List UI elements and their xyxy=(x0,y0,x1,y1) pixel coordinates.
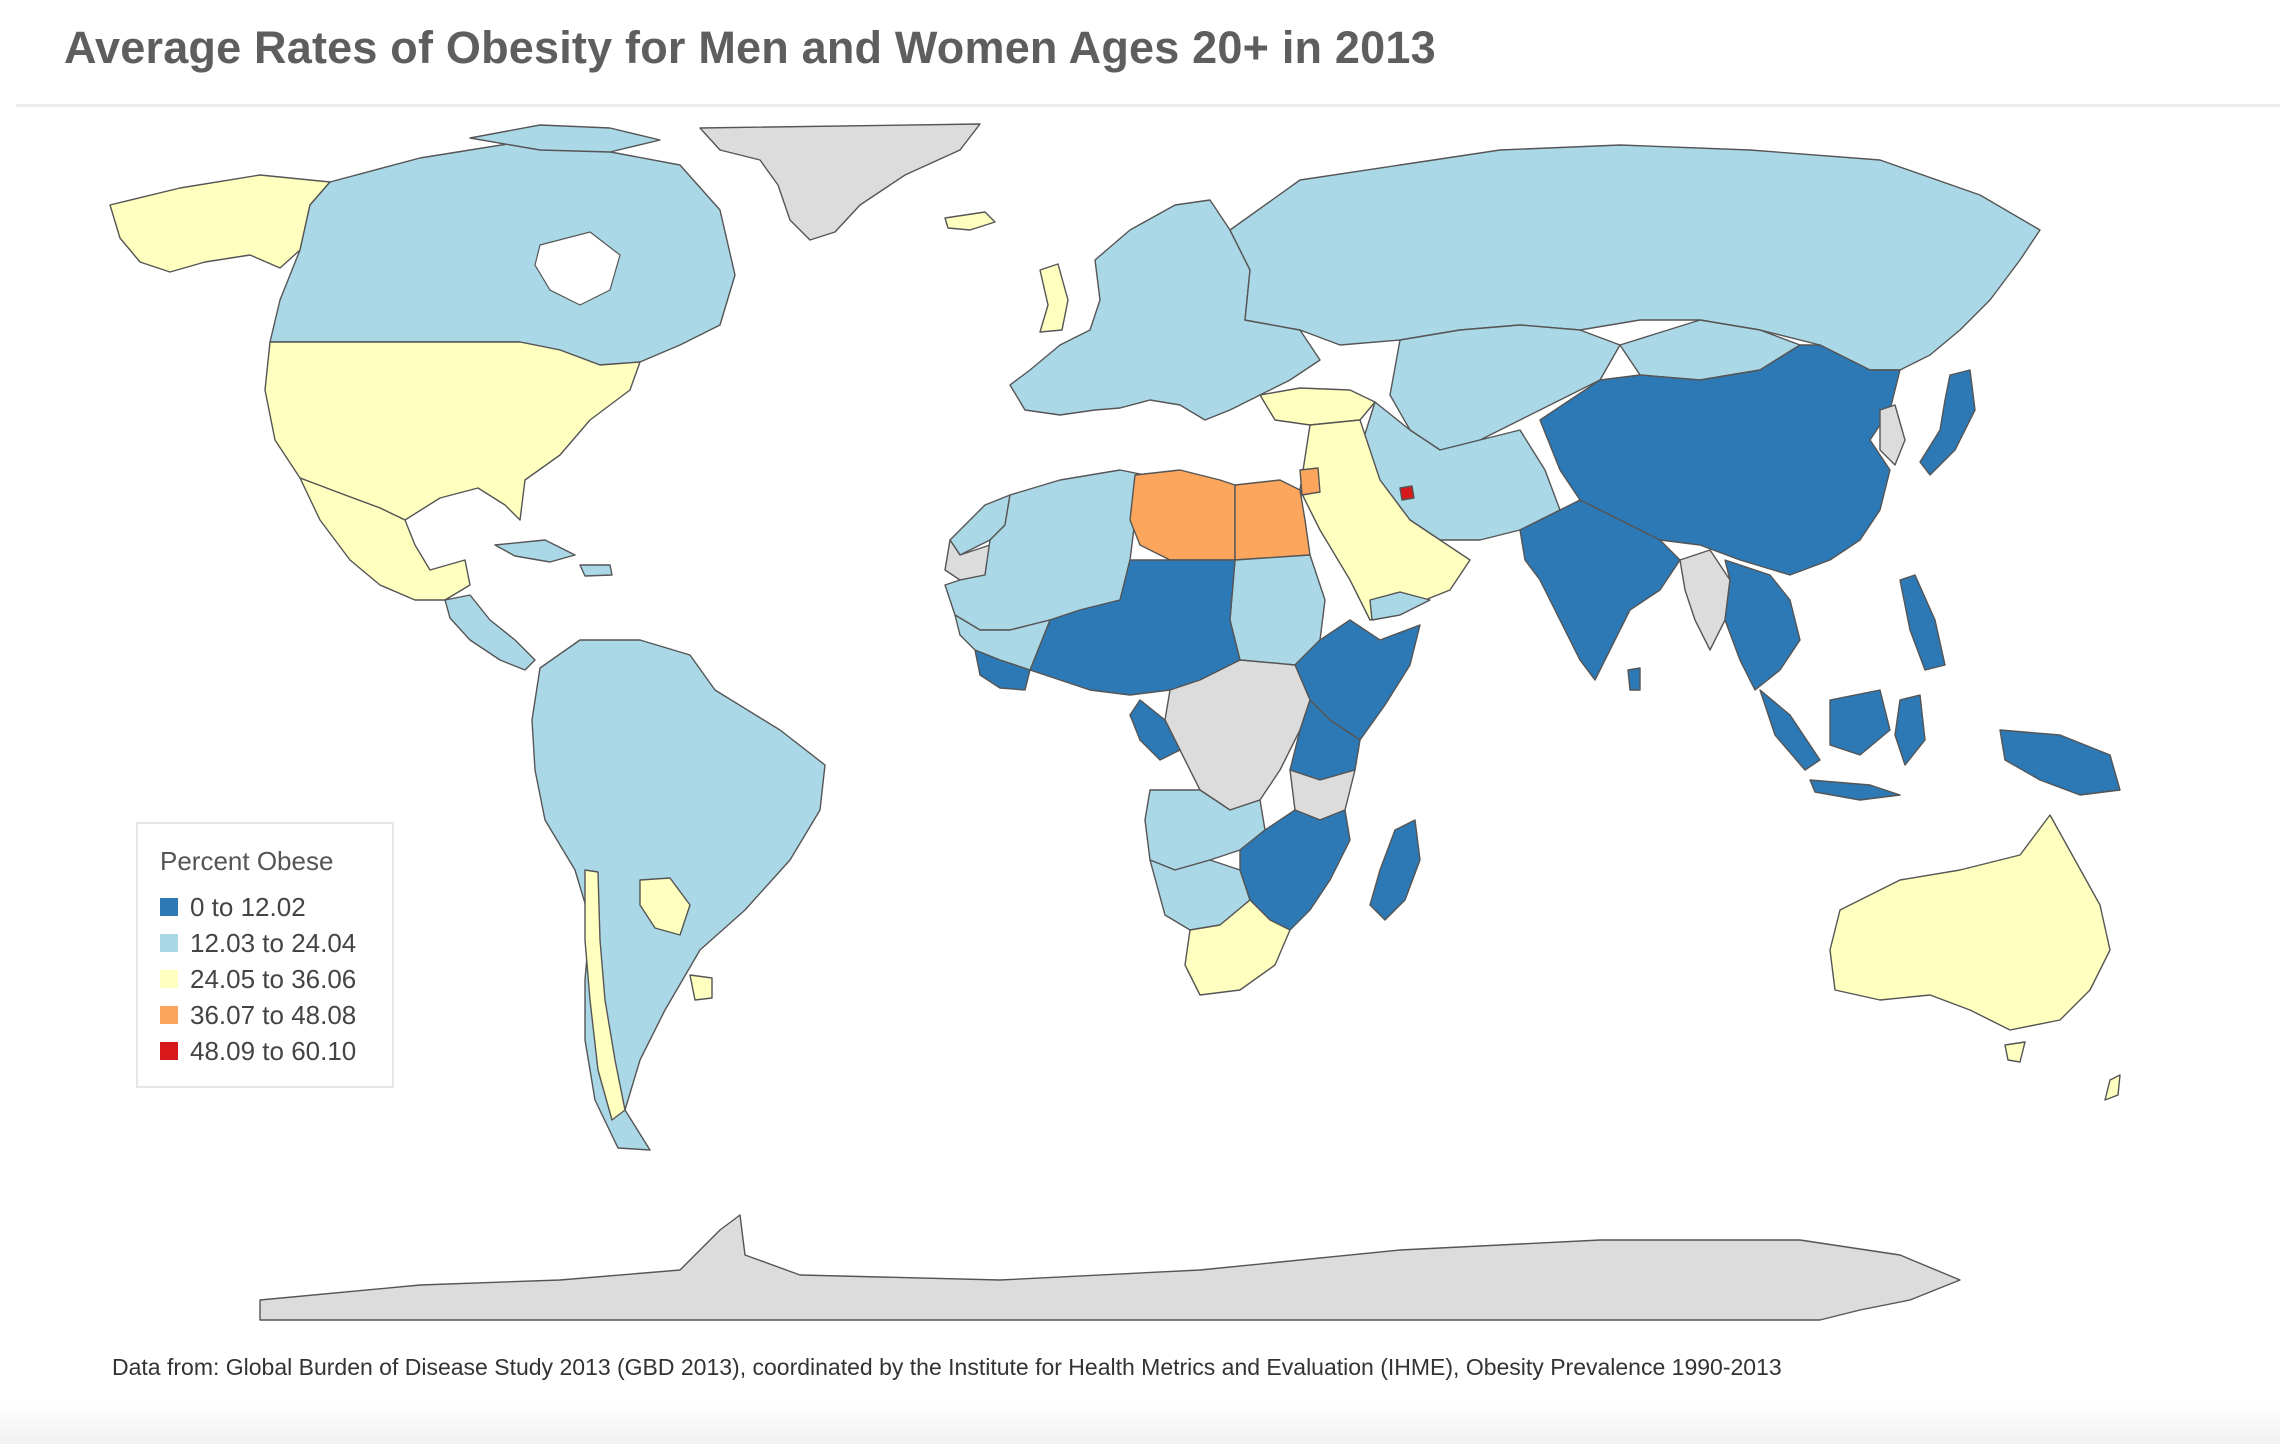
legend-label: 36.07 to 48.08 xyxy=(190,999,357,1030)
region-korea[interactable] xyxy=(1879,404,1906,466)
region-sumatra[interactable] xyxy=(1759,689,1821,771)
region-uruguay[interactable] xyxy=(689,974,713,1001)
legend-item[interactable]: 12.03 to 24.04 xyxy=(160,925,392,961)
legend-title: Percent Obese xyxy=(160,846,334,876)
region-arabian-peninsula[interactable] xyxy=(1299,419,1471,621)
region-india[interactable] xyxy=(1519,499,1681,681)
region-new-zealand[interactable] xyxy=(2104,1074,2121,1101)
region-myanmar[interactable] xyxy=(1679,549,1731,651)
region-antarctica[interactable] xyxy=(259,1214,1961,1321)
region-jordan[interactable] xyxy=(1299,467,1321,496)
legend-label: 12.03 to 24.04 xyxy=(190,927,357,958)
region-kuwait[interactable] xyxy=(1399,485,1415,501)
region-iceland[interactable] xyxy=(944,211,996,231)
legend-swatch xyxy=(160,1006,178,1024)
region-congo[interactable] xyxy=(1129,699,1181,761)
source-note: Data from: Global Burden of Disease Stud… xyxy=(112,1354,1782,1380)
legend-label: 0 to 12.02 xyxy=(190,891,306,922)
legend-item[interactable]: 0 to 12.02 xyxy=(160,889,392,925)
region-central-america[interactable] xyxy=(444,594,536,671)
legend-swatch xyxy=(160,934,178,952)
region-cuba[interactable] xyxy=(494,539,576,563)
footer-band xyxy=(0,1404,2280,1444)
region-hispaniola[interactable] xyxy=(579,564,613,577)
legend-label: 24.05 to 36.06 xyxy=(190,963,357,994)
region-yemen[interactable] xyxy=(1369,591,1431,621)
region-madagascar[interactable] xyxy=(1369,819,1421,921)
legend-label: 48.09 to 60.10 xyxy=(190,1035,357,1066)
region-canada[interactable] xyxy=(269,141,736,366)
page-title: Average Rates of Obesity for Men and Wom… xyxy=(64,22,1436,73)
region-java[interactable] xyxy=(1809,779,1901,801)
hudson-bay xyxy=(534,231,621,306)
region-tasmania[interactable] xyxy=(2004,1041,2026,1063)
region-libya[interactable] xyxy=(1129,469,1236,561)
region-west-africa-coast[interactable] xyxy=(954,614,1051,671)
region-borneo[interactable] xyxy=(1829,689,1891,756)
region-egypt[interactable] xyxy=(1234,479,1311,561)
region-guinea-coast[interactable] xyxy=(974,649,1031,691)
region-greenland[interactable] xyxy=(699,123,981,241)
region-mexico[interactable] xyxy=(299,477,471,601)
region-japan[interactable] xyxy=(1919,369,1976,476)
region-united-kingdom[interactable] xyxy=(1039,263,1069,333)
region-arctic-islands[interactable] xyxy=(469,124,661,153)
legend-item[interactable]: 24.05 to 36.06 xyxy=(160,961,392,997)
region-australia[interactable] xyxy=(1829,814,2111,1031)
region-chile[interactable] xyxy=(584,869,626,1121)
title-divider xyxy=(16,104,2280,107)
region-indochina[interactable] xyxy=(1724,559,1801,691)
legend-item[interactable]: 36.07 to 48.08 xyxy=(160,997,392,1033)
region-sri-lanka[interactable] xyxy=(1627,667,1641,691)
region-south-africa[interactable] xyxy=(1184,899,1291,996)
region-paraguay[interactable] xyxy=(639,877,691,936)
region-philippines[interactable] xyxy=(1899,574,1946,671)
legend-item[interactable]: 48.09 to 60.10 xyxy=(160,1033,392,1069)
region-russia[interactable] xyxy=(1229,144,2041,371)
legend-swatch xyxy=(160,970,178,988)
region-turkey[interactable] xyxy=(1259,387,1376,426)
legend-swatch xyxy=(160,1042,178,1060)
region-alaska[interactable] xyxy=(109,174,331,273)
legend: Percent Obese 0 to 12.02 12.03 to 24.04 … xyxy=(136,822,394,1088)
world-map[interactable] xyxy=(0,110,2280,1360)
legend-swatch xyxy=(160,898,178,916)
region-sulawesi[interactable] xyxy=(1894,694,1926,766)
region-new-guinea[interactable] xyxy=(1999,729,2121,796)
